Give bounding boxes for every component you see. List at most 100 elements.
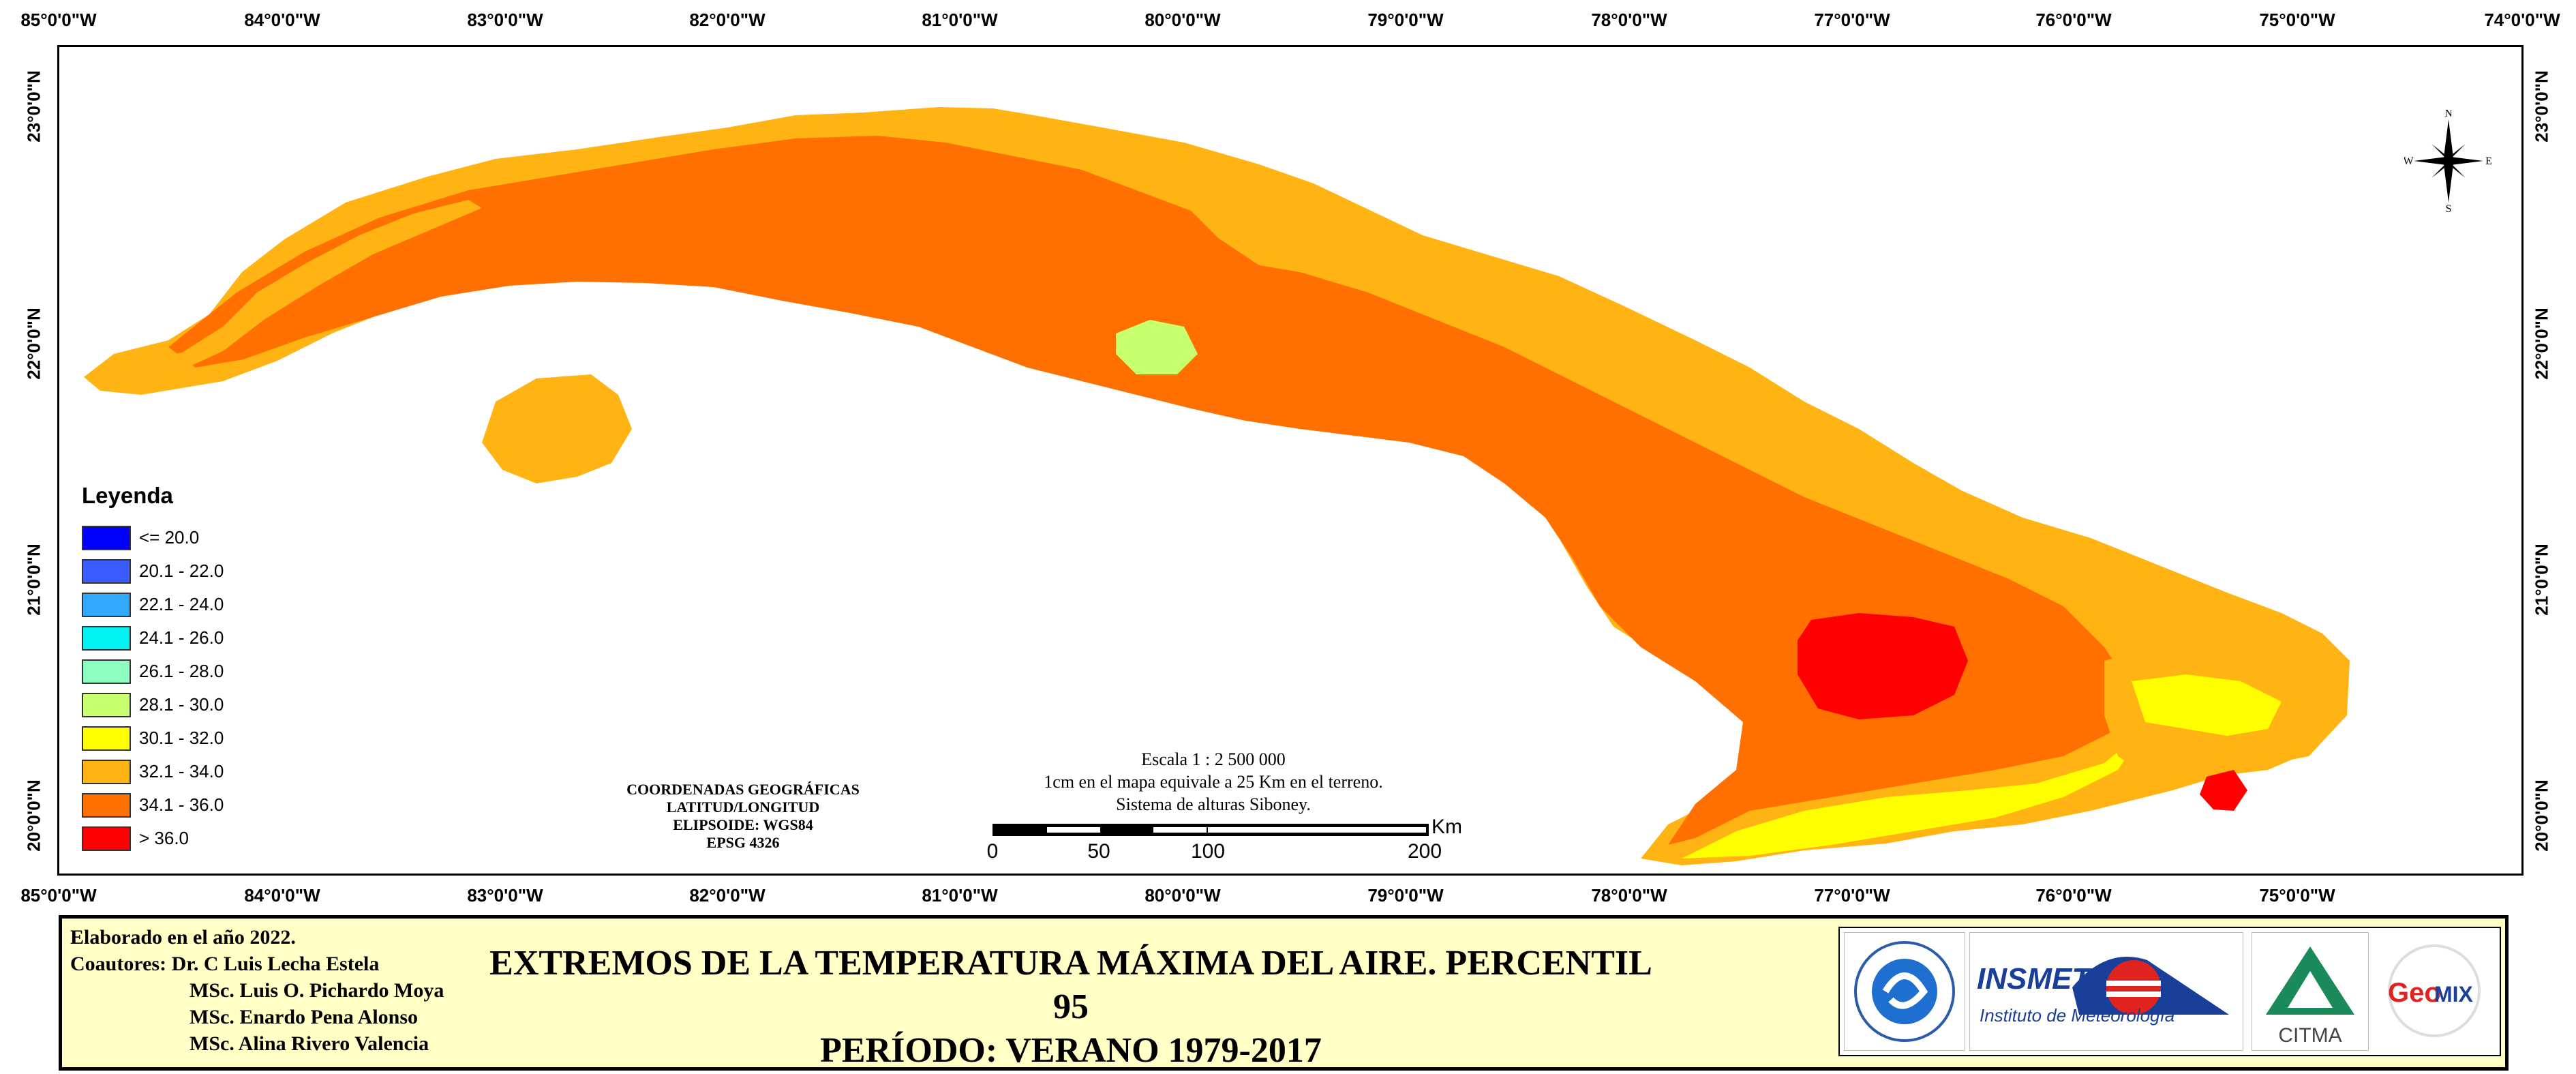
region-30-32-east — [2132, 674, 2282, 736]
lon-tick-top: 81°0'0"W — [922, 10, 998, 30]
scale-bar-segment — [1208, 827, 1426, 833]
credits-line: Elaborado en el año 2022. — [70, 926, 296, 949]
citma-emblem-icon: CITMA — [2266, 946, 2354, 1047]
compass-s: S — [2446, 203, 2452, 212]
map-legend: Leyenda <= 20.0 20.1 - 22.0 22.1 - 24.0 24.… — [82, 483, 224, 855]
scale-line: Escala 1 : 2 500 000 — [1141, 749, 1286, 769]
scale-label: 0 — [986, 840, 999, 863]
legend-item: 30.1 - 32.0 — [82, 721, 224, 755]
legend-item: > 36.0 — [82, 822, 224, 855]
scale-label: 50 — [1087, 840, 1110, 863]
legend-label: <= 20.0 — [139, 527, 200, 548]
lon-tick-top: 76°0'0"W — [2035, 10, 2112, 30]
legend-item: 32.1 - 34.0 — [82, 755, 224, 788]
lon-tick-bottom: 83°0'0"W — [467, 885, 543, 906]
legend-item: 24.1 - 26.0 — [82, 621, 224, 655]
scale-line: Sistema de alturas Siboney. — [1116, 794, 1311, 814]
scale-bar-segment — [1047, 827, 1100, 833]
compass-w: W — [2404, 155, 2414, 167]
legend-label: 20.1 - 22.0 — [139, 561, 224, 581]
lon-tick-top: 74°0'0"W — [2484, 10, 2560, 30]
region-32-34-west — [87, 200, 482, 388]
insmet-logo: INSMET Instituto de Meteorología — [1969, 932, 2243, 1051]
lon-tick-bottom: 82°0'0"W — [689, 885, 766, 906]
compass-n: N — [2444, 110, 2453, 119]
lon-tick-top: 85°0'0"W — [20, 10, 97, 30]
lon-tick-bottom: 76°0'0"W — [2035, 885, 2112, 906]
title-line-1: EXTREMOS DE LA TEMPERATURA MÁXIMA DEL AI… — [489, 944, 1652, 1026]
legend-item: 20.1 - 22.0 — [82, 554, 224, 588]
map-title: EXTREMOS DE LA TEMPERATURA MÁXIMA DEL AI… — [471, 942, 1671, 1073]
legend-label: 24.1 - 26.0 — [139, 627, 224, 648]
map-frame: N S W E — [57, 45, 2524, 876]
legend-label: 22.1 - 24.0 — [139, 594, 224, 614]
region-28-30-center — [1116, 320, 1198, 374]
lon-tick-bottom: 81°0'0"W — [922, 885, 998, 906]
isla-de-la-juventud — [482, 374, 632, 483]
cuba-temperature-map — [84, 107, 2350, 865]
legend-label: 32.1 - 34.0 — [139, 761, 224, 781]
coords-line: COORDENADAS GEOGRÁFICAS — [626, 781, 860, 798]
credits-line: MSc. Luis O. Pichardo Moya — [190, 979, 444, 1002]
smm-emblem-icon — [1854, 941, 1955, 1042]
coords-line: LATITUD/LONGITUD — [666, 799, 820, 816]
region-above-36-east — [2200, 770, 2247, 811]
scale-line: 1cm en el mapa equivale a 25 Km en el te… — [1044, 772, 1383, 792]
legend-label: > 36.0 — [139, 828, 190, 848]
credits-line: MSc. Enardo Pena Alonso — [190, 1006, 419, 1028]
scale-bar-segment — [1153, 827, 1207, 833]
lat-tick-right: 21°0'0"N — [2531, 543, 2552, 616]
credits-line: MSc. Alina Rivero Valencia — [190, 1032, 429, 1055]
region-30-32-south — [1682, 729, 2145, 859]
insmet-emblem-icon: INSMET Instituto de Meteorología — [1977, 957, 2229, 1026]
lon-tick-top: 84°0'0"W — [244, 10, 320, 30]
legend-swatch — [82, 826, 131, 851]
coords-line: EPSG 4326 — [706, 834, 780, 851]
compass-e: E — [2485, 155, 2492, 167]
title-block: Elaborado en el año 2022. Coautores: Dr.… — [59, 915, 2509, 1071]
legend-label: 30.1 - 32.0 — [139, 728, 224, 748]
coords-line: ELIPSOIDE: WGS84 — [673, 816, 813, 833]
scale-label: 200 — [1407, 840, 1442, 863]
legend-item: <= 20.0 — [82, 521, 224, 554]
region-32-34-center — [1170, 156, 1314, 272]
legend-item: 22.1 - 24.0 — [82, 588, 224, 621]
region-34-36 — [168, 136, 2132, 845]
insmet-name: INSMET — [1977, 962, 2092, 996]
geomix-logo: Geo MIX — [2374, 932, 2494, 1049]
legend-item: 34.1 - 36.0 — [82, 788, 224, 822]
legend-swatch — [82, 792, 131, 818]
lat-tick-left: 20°0'0"N — [23, 779, 44, 852]
lon-tick-bottom: 84°0'0"W — [244, 885, 320, 906]
lon-tick-top: 83°0'0"W — [467, 10, 543, 30]
region-above-36-cauto — [1798, 613, 1968, 719]
lat-tick-right: 20°0'0"N — [2531, 779, 2552, 852]
lon-tick-bottom: 85°0'0"W — [20, 885, 97, 906]
lon-tick-top: 82°0'0"W — [689, 10, 766, 30]
legend-swatch — [82, 692, 131, 717]
compass-rose-icon: N S W E — [2404, 110, 2492, 212]
scale-unit: Km — [1431, 816, 1462, 838]
legend-swatch — [82, 592, 131, 617]
legend-title: Leyenda — [82, 483, 173, 508]
logos-strip: INSMET Instituto de Meteorología CITMA G… — [1838, 927, 2501, 1056]
lat-tick-left: 23°0'0"N — [23, 70, 44, 143]
lon-tick-bottom: 78°0'0"W — [1591, 885, 1667, 906]
lon-tick-bottom: 79°0'0"W — [1367, 885, 1444, 906]
legend-label: 34.1 - 36.0 — [139, 794, 224, 815]
legend-swatch — [82, 558, 131, 584]
insmet-subtitle: Instituto de Meteorología — [1980, 1005, 2175, 1026]
lon-tick-top: 79°0'0"W — [1367, 10, 1444, 30]
smm-logo — [1844, 932, 1965, 1051]
citma-logo: CITMA — [2252, 932, 2369, 1051]
lon-tick-bottom: 80°0'0"W — [1145, 885, 1221, 906]
geomix-geo: Geo — [2388, 978, 2441, 1008]
legend-label: 26.1 - 28.0 — [139, 661, 224, 681]
credits-line: Coautores: Dr. C Luis Lecha Estela — [70, 953, 380, 975]
legend-swatch — [82, 659, 131, 684]
legend-label: 28.1 - 30.0 — [139, 694, 224, 715]
legend-item: 26.1 - 28.0 — [82, 655, 224, 688]
geomix-mix: MIX — [2434, 982, 2474, 1006]
lat-tick-left: 22°0'0"N — [23, 308, 44, 380]
lon-tick-top: 77°0'0"W — [1814, 10, 1890, 30]
